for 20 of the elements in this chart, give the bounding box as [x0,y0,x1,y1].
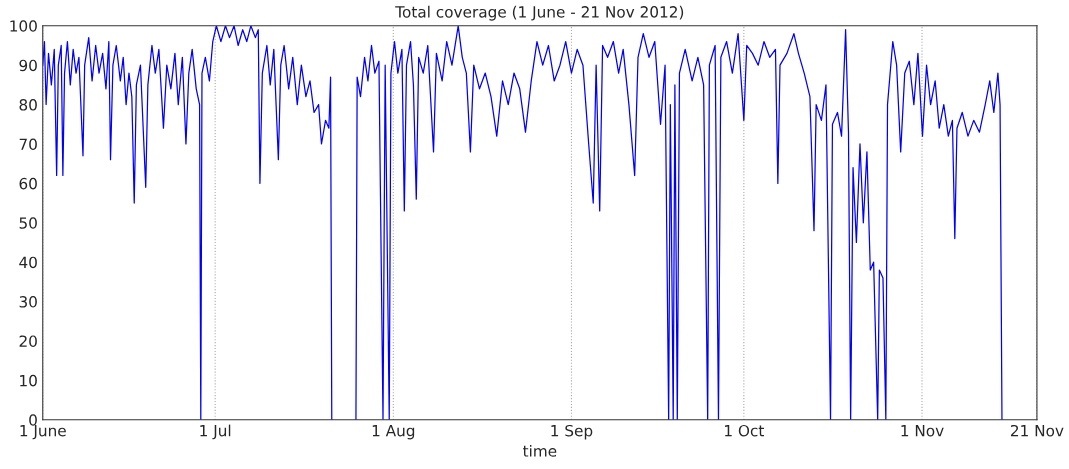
y-tick-label: 0 [29,414,37,426]
x-tick-label: 1 Nov [901,425,944,437]
x-tick-label: 1 Sep [551,424,593,440]
y-tick-label: 40 [19,256,37,269]
y-tick-label: 100 [10,20,37,32]
chart-title: Total coverage (1 June - 21 Nov 2012) [395,5,684,21]
y-tick-label: 30 [19,296,37,308]
y-tick-label: 80 [19,99,37,111]
x-tick-label: 21 Nov [1010,424,1064,437]
y-tick-label: 20 [19,335,37,347]
y-tick-label: 10 [20,374,37,387]
x-tick-label: 1 Oct [725,424,764,437]
x-axis-title: time [523,444,557,457]
y-tick-label: 60 [19,177,37,190]
y-tick-label: 90 [19,59,37,72]
x-tick-label: 1 Jul [200,424,231,440]
y-tick-label: 50 [19,217,37,229]
x-tick-label: 1 Aug [372,425,415,440]
y-tick-label: 70 [19,138,37,150]
x-tick-label: 1 June [20,425,66,440]
